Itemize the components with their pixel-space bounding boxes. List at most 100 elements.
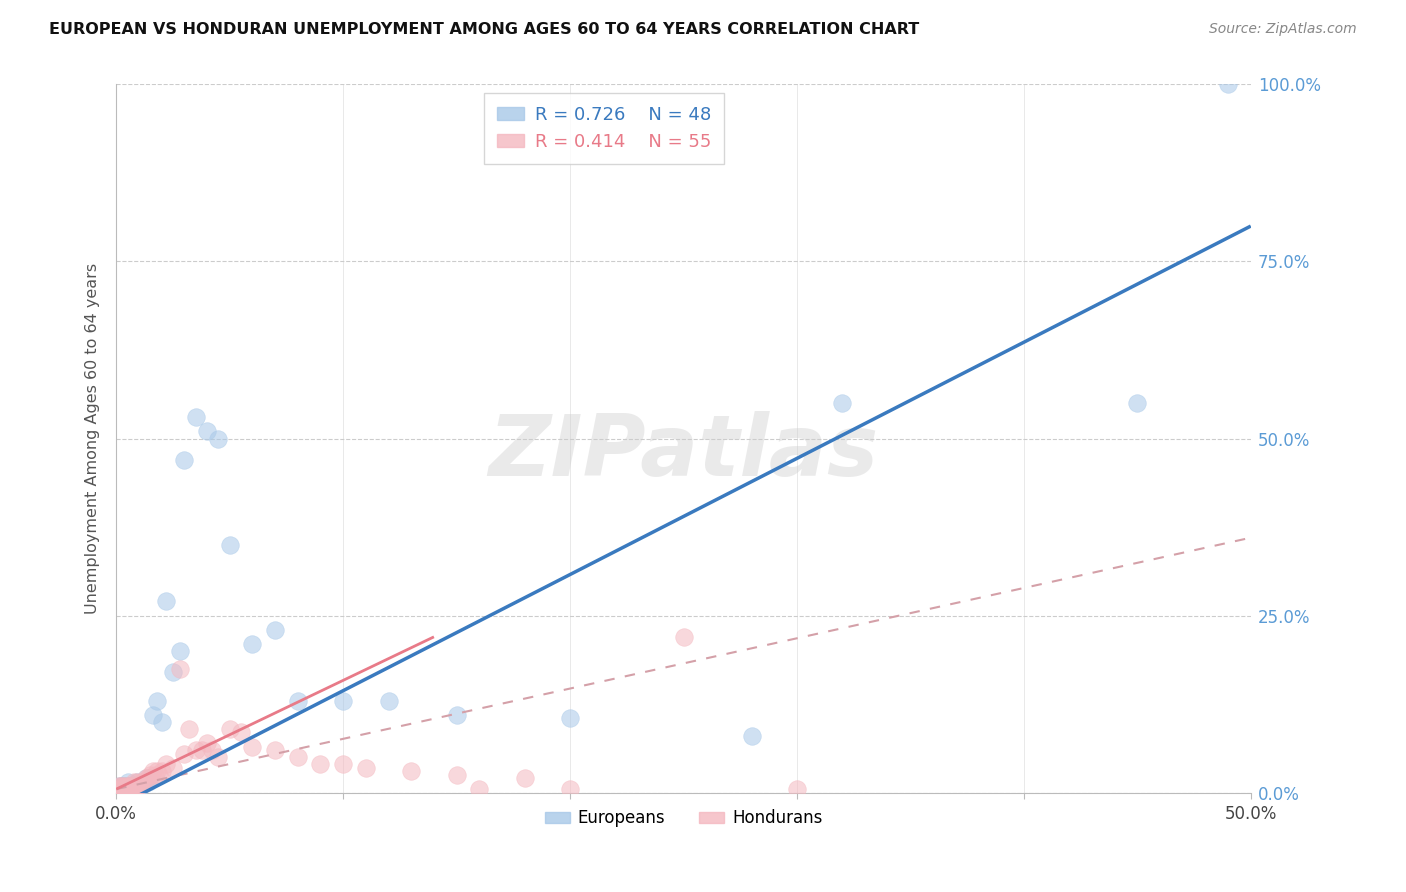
Point [287, 693, 309, 707]
Point [218, 722, 240, 736]
Point [135, 772, 157, 786]
Point [264, 743, 287, 757]
Point [105, 782, 128, 797]
Y-axis label: Unemployment Among Ages 60 to 64 years: Unemployment Among Ages 60 to 64 years [86, 263, 100, 614]
Point [446, 768, 468, 782]
Point [136, 775, 159, 789]
Point [121, 779, 143, 793]
Point [118, 782, 141, 797]
Point [139, 772, 162, 786]
Point [264, 623, 287, 637]
Point [129, 779, 152, 793]
Point [114, 782, 136, 797]
Point [125, 779, 148, 793]
Point [129, 775, 152, 789]
Point [110, 779, 132, 793]
Point [287, 750, 309, 764]
Point [117, 779, 139, 793]
Point [191, 743, 214, 757]
Point [1126, 396, 1149, 410]
Point [229, 725, 252, 739]
Point [332, 757, 354, 772]
Point [150, 764, 173, 779]
Point [114, 782, 136, 797]
Point [332, 693, 354, 707]
Point [148, 768, 170, 782]
Point [173, 747, 195, 761]
Point [112, 782, 135, 797]
Point [121, 779, 143, 793]
Point [128, 779, 150, 793]
Point [114, 779, 136, 793]
Point [107, 782, 129, 797]
Point [513, 772, 536, 786]
Point [107, 782, 129, 797]
Point [377, 693, 399, 707]
Point [118, 779, 141, 793]
Point [184, 743, 207, 757]
Text: Source: ZipAtlas.com: Source: ZipAtlas.com [1209, 22, 1357, 37]
Point [110, 782, 132, 797]
Point [125, 775, 148, 789]
Point [558, 782, 581, 797]
Point [162, 665, 184, 680]
Point [831, 396, 853, 410]
Text: ZIPatlas: ZIPatlas [488, 411, 879, 494]
Point [110, 782, 132, 797]
Point [446, 707, 468, 722]
Point [121, 782, 143, 797]
Point [136, 772, 159, 786]
Point [132, 775, 155, 789]
Point [146, 693, 169, 707]
Point [125, 779, 148, 793]
Point [242, 637, 264, 651]
Point [118, 779, 141, 793]
Point [124, 782, 146, 797]
Point [195, 736, 218, 750]
Point [155, 757, 177, 772]
Point [118, 782, 141, 797]
Point [112, 779, 135, 793]
Text: EUROPEAN VS HONDURAN UNEMPLOYMENT AMONG AGES 60 TO 64 YEARS CORRELATION CHART: EUROPEAN VS HONDURAN UNEMPLOYMENT AMONG … [49, 22, 920, 37]
Point [117, 782, 139, 797]
Point [173, 452, 195, 467]
Point [207, 432, 229, 446]
Point [142, 707, 165, 722]
Point [132, 775, 155, 789]
Point [672, 630, 695, 644]
Point [1216, 78, 1239, 92]
Point [125, 775, 148, 789]
Point [139, 768, 162, 782]
Point [124, 782, 146, 797]
Point [184, 410, 207, 425]
Point [146, 764, 169, 779]
Point [117, 782, 139, 797]
Point [142, 764, 165, 779]
Point [107, 779, 129, 793]
Point [195, 425, 218, 439]
Point [200, 743, 222, 757]
Point [242, 739, 264, 754]
Point [468, 782, 491, 797]
Point [207, 750, 229, 764]
Point [558, 711, 581, 725]
Point [135, 772, 157, 786]
Point [114, 779, 136, 793]
Point [741, 729, 763, 743]
Point [169, 644, 191, 658]
Point [117, 779, 139, 793]
Point [162, 761, 184, 775]
Point [177, 722, 200, 736]
Point [143, 768, 166, 782]
Point [121, 782, 143, 797]
Point [112, 782, 135, 797]
Point [354, 761, 377, 775]
Point [218, 538, 240, 552]
Point [117, 775, 139, 789]
Point [124, 775, 146, 789]
Point [309, 757, 332, 772]
Point [399, 764, 422, 779]
Point [110, 779, 132, 793]
Legend: Europeans, Hondurans: Europeans, Hondurans [538, 803, 830, 834]
Point [128, 779, 150, 793]
